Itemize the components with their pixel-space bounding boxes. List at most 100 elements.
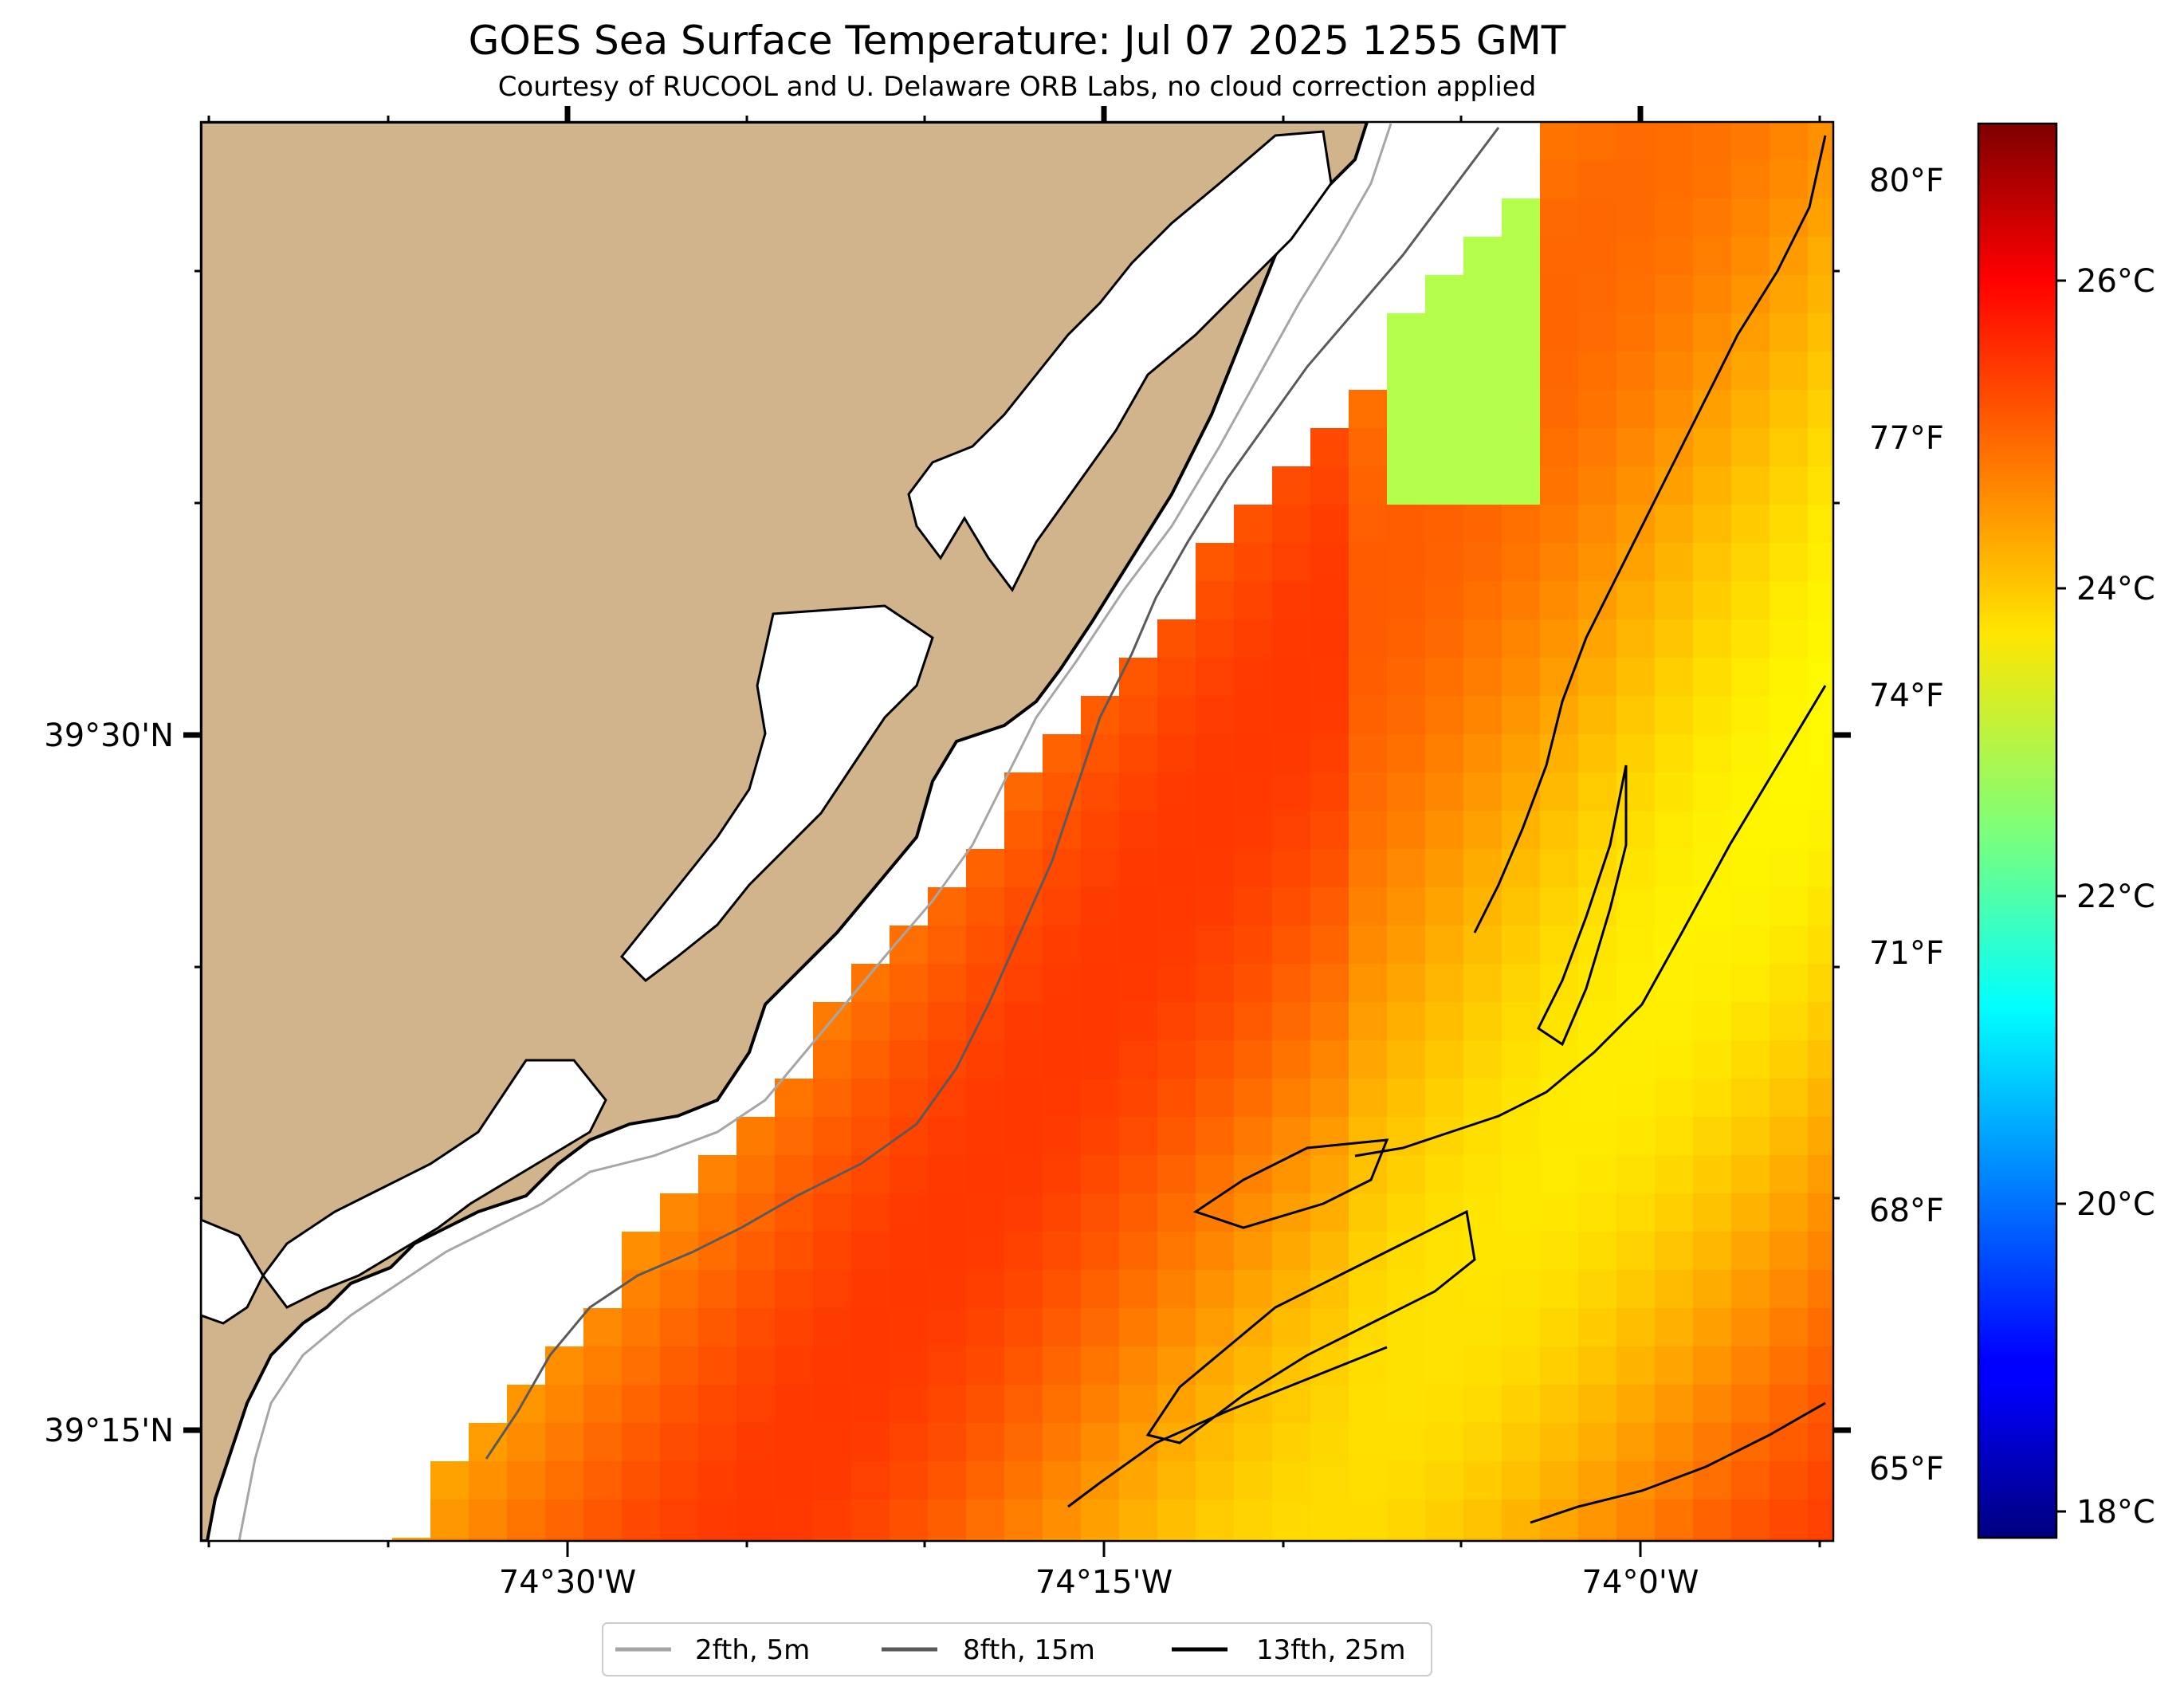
sst-cell [775, 1079, 813, 1117]
sst-cell [1196, 734, 1234, 772]
legend-label: 13fth, 25m [1256, 1634, 1406, 1666]
sst-cell [1808, 849, 1833, 887]
sst-cell [1502, 1040, 1540, 1079]
sst-cell [1119, 1155, 1157, 1193]
sst-cell [1234, 1232, 1272, 1270]
sst-cell [698, 1461, 737, 1500]
sst-cell [1616, 1040, 1655, 1079]
sst-cell [1043, 887, 1081, 926]
sst-cell [1540, 505, 1578, 543]
lon-ticks [207, 106, 1821, 1557]
sst-cell [928, 1270, 966, 1308]
sst-cell [1387, 1423, 1425, 1461]
sst-cell [1310, 581, 1349, 619]
sst-cell [737, 1538, 775, 1541]
sst-cell [1655, 734, 1693, 772]
sst-cell [1043, 1002, 1081, 1040]
sst-cell [1425, 1040, 1463, 1079]
sst-cell [1463, 1346, 1502, 1385]
sst-cell [1425, 1002, 1463, 1040]
sst-cell [1387, 390, 1425, 428]
sst-cell [813, 1270, 851, 1308]
sst-cell [1310, 1193, 1349, 1232]
sst-cell [1770, 160, 1808, 198]
sst-cell [1119, 734, 1157, 772]
sst-cell [1234, 1346, 1272, 1385]
sst-cell [1578, 1346, 1616, 1385]
sst-cell [1119, 1040, 1157, 1079]
sst-cell [851, 1346, 890, 1385]
sst-cell [1693, 1461, 1731, 1500]
sst-cell [583, 1346, 622, 1385]
sst-cell [1770, 313, 1808, 352]
sst-cell [1540, 849, 1578, 887]
sst-cell [1693, 734, 1731, 772]
sst-cell [1808, 237, 1833, 275]
sst-cell [1196, 926, 1234, 964]
c-label: 18°C [2076, 1494, 2155, 1531]
sst-cell [1578, 466, 1616, 505]
sst-cell [1310, 887, 1349, 926]
sst-cell [1808, 734, 1833, 772]
sst-cell [1425, 1308, 1463, 1346]
sst-cell [1693, 505, 1731, 543]
sst-cell [1693, 1002, 1731, 1040]
sst-cell [1272, 581, 1310, 619]
sst-cell [469, 1538, 507, 1541]
sst-cell [1808, 1193, 1833, 1232]
sst-cell [1157, 1461, 1196, 1500]
sst-cell [1731, 198, 1770, 237]
sst-cell [1196, 581, 1234, 619]
sst-cell [813, 1117, 851, 1155]
sst-cell [1808, 581, 1833, 619]
sst-cell [1540, 275, 1578, 313]
sst-cell [1731, 658, 1770, 696]
sst-cell [1578, 1117, 1616, 1155]
sst-cell [1693, 811, 1731, 849]
sst-cell [1310, 543, 1349, 581]
sst-cell [1425, 275, 1463, 313]
sst-cell [1387, 466, 1425, 505]
sst-cell [928, 1500, 966, 1538]
sst-cell [1808, 1040, 1833, 1079]
sst-cell [1655, 1308, 1693, 1346]
legend-box [602, 1622, 1432, 1676]
sst-cell [890, 1117, 928, 1155]
sst-cell [1387, 1079, 1425, 1117]
sst-cell [1808, 543, 1833, 581]
sst-cell [1808, 658, 1833, 696]
sst-cell [1425, 1461, 1463, 1500]
sst-cell [660, 1308, 698, 1346]
sst-cell [1234, 1002, 1272, 1040]
sst-cell [1463, 466, 1502, 505]
sst-cell [1043, 1079, 1081, 1117]
sst-cell [392, 1538, 430, 1541]
sst-cell [737, 1232, 775, 1270]
sst-cell [1425, 1155, 1463, 1193]
sst-cell [1540, 428, 1578, 466]
sst-cell [1693, 1270, 1731, 1308]
sst-cell [1616, 849, 1655, 887]
sst-cell [1310, 849, 1349, 887]
sst-cell [1655, 543, 1693, 581]
sst-cell [1272, 811, 1310, 849]
map-area[interactable] [201, 122, 1846, 1576]
sst-cell [1387, 887, 1425, 926]
sst-cell [1808, 1461, 1833, 1500]
sst-cell [507, 1500, 545, 1538]
sst-cell [1196, 1002, 1234, 1040]
sst-cell [1502, 237, 1540, 275]
sst-cell [1234, 772, 1272, 811]
sst-cell [1616, 619, 1655, 658]
sst-cell [1502, 1308, 1540, 1346]
lon-label-2: 74°15'W [1035, 1564, 1173, 1601]
sst-cell [1463, 1538, 1502, 1541]
sst-cell [1425, 811, 1463, 849]
contour-legend: 2fth, 5m 8fth, 15m 13fth, 25m [602, 1622, 1432, 1676]
sst-cell [1540, 1346, 1578, 1385]
sst-cell [1081, 1155, 1119, 1193]
sst-cell [1502, 390, 1540, 428]
sst-cell [1463, 887, 1502, 926]
sst-cell [851, 1040, 890, 1079]
sst-cell [660, 1346, 698, 1385]
